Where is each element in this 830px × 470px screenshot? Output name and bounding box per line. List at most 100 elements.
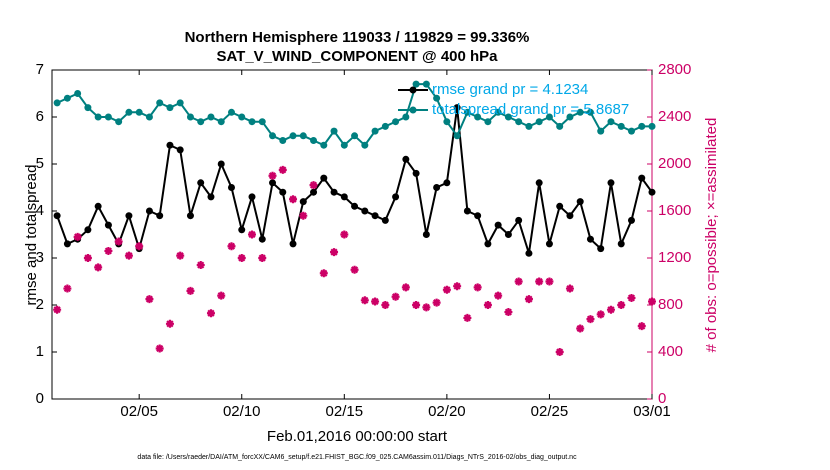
series-point — [402, 155, 410, 163]
obs-marker — [535, 277, 544, 286]
series-point — [186, 113, 194, 121]
series-point — [627, 216, 635, 224]
obs-marker — [268, 171, 277, 180]
series-point — [115, 118, 123, 126]
series-point — [186, 212, 194, 220]
series-point — [474, 212, 482, 220]
obs-marker — [114, 237, 123, 246]
series-point — [433, 94, 441, 102]
legend-label: totalspread grand pr = 5.8687 — [432, 101, 629, 118]
series-point — [586, 235, 594, 243]
series-point — [617, 122, 625, 130]
series-point — [545, 113, 553, 121]
series-point — [474, 113, 482, 121]
obs-marker — [258, 254, 267, 262]
series-point — [556, 122, 564, 130]
obs-marker — [627, 293, 636, 302]
series-point — [648, 188, 656, 196]
y2-tick-label: 0 — [658, 390, 666, 407]
y-tick-label: 1 — [36, 343, 44, 360]
series-point — [638, 122, 646, 130]
chart-title: Northern Hemisphere 119033 / 119829 = 99… — [185, 29, 530, 46]
series-point — [494, 221, 502, 229]
series-point — [351, 202, 359, 210]
series-point — [371, 212, 379, 220]
series-point — [484, 118, 492, 126]
chart-subtitle: SAT_V_WIND_COMPONENT @ 400 hPa — [216, 48, 498, 65]
series-point — [104, 221, 112, 229]
series-point — [94, 202, 102, 210]
obs-marker — [289, 195, 298, 204]
series-point — [535, 179, 543, 187]
obs-marker — [432, 298, 441, 307]
obs-marker — [196, 261, 205, 270]
series-point — [258, 235, 266, 243]
series-point — [269, 132, 277, 140]
y2-tick-label: 1200 — [658, 249, 691, 266]
series-point — [371, 127, 379, 135]
series-point — [125, 212, 133, 220]
obs-marker — [227, 242, 236, 251]
series-point — [586, 108, 594, 116]
series-point — [53, 99, 61, 107]
x-tick-label: 02/10 — [223, 403, 261, 420]
series-point — [279, 188, 287, 196]
y2-tick-label: 400 — [658, 343, 683, 360]
obs-marker — [237, 254, 246, 262]
series-point — [638, 174, 646, 182]
obs-marker — [104, 246, 113, 255]
legend-label: rmse grand pr = 4.1234 — [432, 81, 588, 98]
series-point — [412, 169, 420, 177]
y2-tick-label: 2000 — [658, 155, 691, 172]
y-tick-label: 4 — [36, 202, 44, 219]
series-point — [422, 231, 430, 238]
obs-marker — [555, 348, 564, 356]
obs-marker — [330, 248, 339, 257]
series-point — [258, 118, 266, 126]
obs-marker — [504, 308, 513, 317]
series-point — [238, 113, 246, 121]
obs-marker — [73, 232, 82, 241]
series-point — [248, 118, 256, 126]
series-point — [453, 104, 461, 112]
series-point — [525, 249, 533, 257]
obs-marker — [637, 322, 646, 331]
obs-marker — [545, 277, 554, 286]
series-point — [299, 132, 307, 140]
series-point — [535, 118, 543, 126]
y-axis-label: rmse and totalspread — [23, 165, 40, 306]
series-point — [63, 94, 71, 102]
x-axis-label: Feb.01,2016 00:00:00 start — [267, 428, 448, 445]
footnote: data file: /Users/raeder/DAI/ATM_forcXX/… — [137, 454, 577, 461]
obs-marker — [360, 296, 369, 305]
series-point — [74, 90, 82, 97]
series-point — [330, 127, 338, 135]
obs-marker — [422, 303, 431, 312]
obs-marker — [155, 344, 164, 353]
series-point — [361, 141, 369, 149]
obs-marker — [381, 301, 390, 309]
series-point — [156, 99, 164, 107]
series-point — [320, 141, 328, 149]
obs-marker — [453, 282, 462, 291]
obs-marker — [391, 292, 400, 301]
series-point — [227, 184, 235, 191]
series-point — [412, 80, 420, 88]
series-point — [63, 240, 71, 248]
series-point — [84, 226, 92, 234]
obs-marker — [145, 295, 154, 304]
obs-marker — [94, 263, 103, 272]
obs-marker — [83, 254, 92, 262]
series-point — [392, 193, 400, 201]
obs-marker — [299, 211, 308, 220]
series-point — [504, 113, 512, 121]
series-point — [217, 160, 225, 168]
obs-marker — [606, 305, 615, 314]
series-point — [166, 104, 174, 112]
series-point — [576, 108, 584, 116]
series-point — [156, 212, 164, 220]
series-point — [443, 179, 451, 187]
obs-marker — [586, 315, 595, 324]
x-tick-label: 03/01 — [633, 403, 671, 420]
